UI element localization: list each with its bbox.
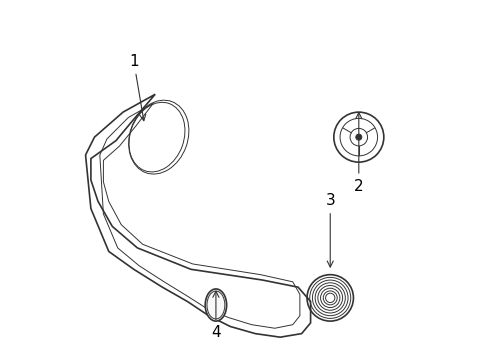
Text: 2: 2 — [353, 113, 363, 194]
Text: 3: 3 — [325, 193, 334, 267]
Text: 4: 4 — [211, 291, 220, 340]
Circle shape — [355, 134, 361, 140]
Text: 1: 1 — [129, 54, 145, 121]
Ellipse shape — [205, 289, 226, 321]
